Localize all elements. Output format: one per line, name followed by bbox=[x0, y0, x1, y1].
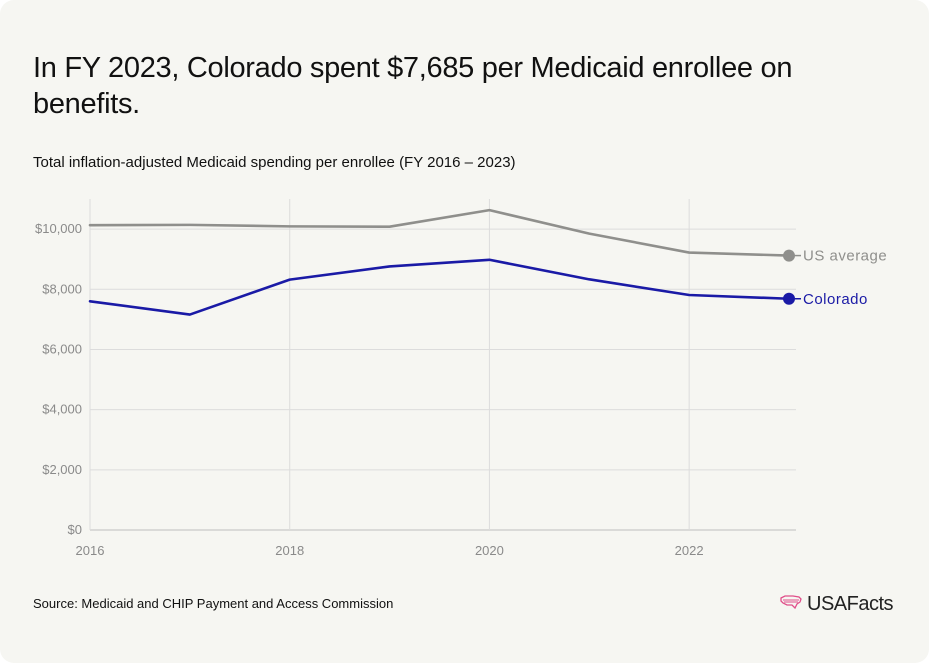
logo-text: USAFacts bbox=[807, 593, 894, 615]
series-end-marker bbox=[783, 249, 795, 262]
y-tick-label: $4,000 bbox=[42, 402, 82, 417]
series-lines: US average Colorado bbox=[88, 208, 887, 316]
grid-lines bbox=[89, 199, 796, 531]
x-tick-label: 2020 bbox=[475, 543, 504, 558]
chart-subtitle: Total inflation-adjusted Medicaid spendi… bbox=[33, 154, 516, 171]
series-label-us-average: US average bbox=[803, 248, 887, 265]
series-line-colorado bbox=[88, 258, 791, 316]
x-tick-label: 2022 bbox=[675, 543, 704, 558]
us-map-icon bbox=[779, 594, 803, 615]
y-tick-label: $8,000 bbox=[42, 281, 82, 296]
x-tick-label: 2016 bbox=[76, 543, 105, 558]
series-end-marker bbox=[783, 292, 795, 305]
source-note: Source: Medicaid and CHIP Payment and Ac… bbox=[33, 596, 394, 611]
usafacts-logo[interactable]: USAFacts bbox=[779, 593, 894, 616]
line-chart: $0 $2,000 $4,000 $6,000 $8,000 $10,000 2016 201… bbox=[35, 199, 887, 558]
axis-ticks: $0 $2,000 $4,000 $6,000 $8,000 $10,000 2016 201… bbox=[35, 221, 704, 558]
y-tick-label: $2,000 bbox=[42, 462, 82, 477]
y-tick-label: $6,000 bbox=[42, 341, 82, 356]
chart-title: In FY 2023, Colorado spent $7,685 per Me… bbox=[33, 52, 793, 120]
y-tick-label: $0 bbox=[68, 522, 82, 537]
y-tick-label: $10,000 bbox=[35, 221, 82, 236]
x-tick-label: 2018 bbox=[275, 543, 304, 558]
series-line-us-average bbox=[88, 208, 791, 257]
series-label-colorado: Colorado bbox=[803, 291, 868, 308]
